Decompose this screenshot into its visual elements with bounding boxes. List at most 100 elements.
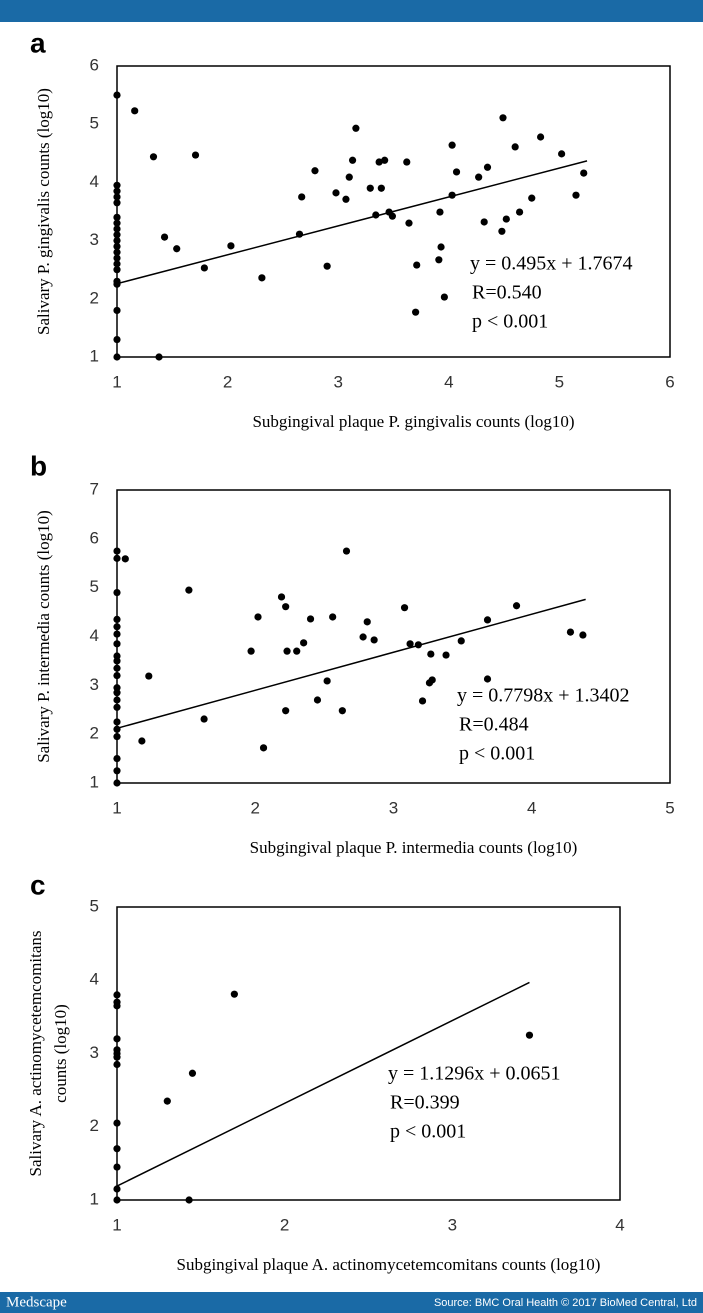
point — [406, 640, 414, 648]
point — [342, 547, 351, 555]
point — [149, 153, 158, 161]
point — [436, 208, 444, 216]
y-tick-label: 3 — [90, 1043, 99, 1062]
point — [185, 586, 193, 594]
plot-frame — [116, 489, 671, 784]
annotation: R=0.540 — [472, 282, 542, 304]
trend-line — [116, 981, 530, 1187]
point — [483, 163, 492, 171]
panel-label: a — [30, 27, 46, 58]
point — [381, 156, 389, 164]
annotation: R=0.399 — [390, 1092, 460, 1114]
point — [566, 628, 575, 636]
point — [113, 306, 121, 315]
point — [113, 1035, 121, 1043]
point — [498, 227, 506, 235]
point — [113, 1119, 121, 1127]
panel-label: b — [30, 450, 47, 481]
plot-frame — [116, 65, 671, 358]
point — [173, 245, 181, 253]
point — [113, 187, 121, 195]
point — [113, 547, 121, 555]
point — [306, 615, 315, 623]
point — [258, 274, 266, 282]
point — [113, 640, 121, 648]
y-tick-label: 6 — [90, 55, 99, 74]
point — [388, 212, 396, 220]
point — [313, 696, 322, 704]
point — [113, 213, 121, 221]
point — [448, 141, 456, 149]
brand: Medscape — [6, 1294, 67, 1310]
point — [113, 689, 121, 697]
point — [113, 733, 121, 741]
point — [323, 262, 331, 270]
x-tick-label: 1 — [112, 798, 121, 817]
point — [155, 353, 163, 361]
point — [515, 208, 524, 216]
point — [293, 647, 301, 655]
x-tick-label: 3 — [448, 1215, 457, 1234]
y-tick-label: 7 — [90, 479, 99, 498]
point — [412, 308, 420, 316]
point — [113, 266, 121, 274]
point — [113, 225, 121, 233]
point — [440, 293, 448, 301]
y-tick-label: 5 — [90, 114, 99, 133]
point — [113, 1185, 121, 1193]
point — [375, 158, 383, 166]
point — [230, 990, 238, 998]
point — [227, 242, 235, 250]
point — [113, 725, 121, 733]
point — [475, 173, 483, 181]
y-tick-label: 4 — [90, 626, 99, 645]
y-tick-label: 4 — [90, 172, 99, 191]
annotation: y = 0.495x + 1.7674 — [470, 253, 633, 275]
point — [113, 1163, 121, 1171]
point — [370, 636, 378, 644]
source: Source: BMC Oral Health © 2017 BioMed Ce… — [434, 1297, 697, 1309]
y-tick-label: 1 — [90, 1189, 99, 1208]
point — [311, 167, 319, 175]
y-tick-label: 2 — [90, 724, 99, 743]
point — [363, 618, 371, 626]
point — [121, 555, 129, 563]
trend-line — [116, 160, 588, 285]
point — [113, 664, 121, 672]
point — [113, 353, 121, 361]
panel-label: c — [30, 869, 46, 900]
annotation: R=0.484 — [459, 714, 529, 736]
point — [525, 1031, 534, 1039]
point — [113, 623, 121, 631]
point — [113, 1145, 121, 1153]
x-tick-label: 1 — [112, 372, 121, 391]
point — [558, 150, 566, 158]
x-tick-label: 5 — [665, 798, 674, 817]
point — [191, 151, 200, 159]
point — [188, 1069, 197, 1077]
point — [437, 243, 445, 251]
point — [113, 219, 121, 227]
x-tick-label: 6 — [665, 372, 674, 391]
point — [113, 615, 121, 624]
x-tick-label: 3 — [389, 798, 398, 817]
point — [113, 193, 121, 201]
point — [405, 219, 413, 227]
point — [499, 114, 507, 122]
point — [113, 779, 121, 787]
point — [348, 156, 357, 164]
point — [511, 143, 519, 151]
point — [435, 256, 443, 264]
point — [254, 613, 262, 621]
x-axis-title: Subgingival plaque P. gingivalis counts … — [252, 412, 574, 431]
point — [418, 697, 427, 705]
point — [329, 613, 337, 621]
point — [512, 602, 521, 610]
y-tick-label: 5 — [90, 896, 99, 915]
y-tick-label: 3 — [90, 675, 99, 694]
point — [113, 554, 121, 562]
point — [113, 91, 121, 99]
y-tick-label: 2 — [90, 1116, 99, 1135]
point — [113, 199, 121, 207]
